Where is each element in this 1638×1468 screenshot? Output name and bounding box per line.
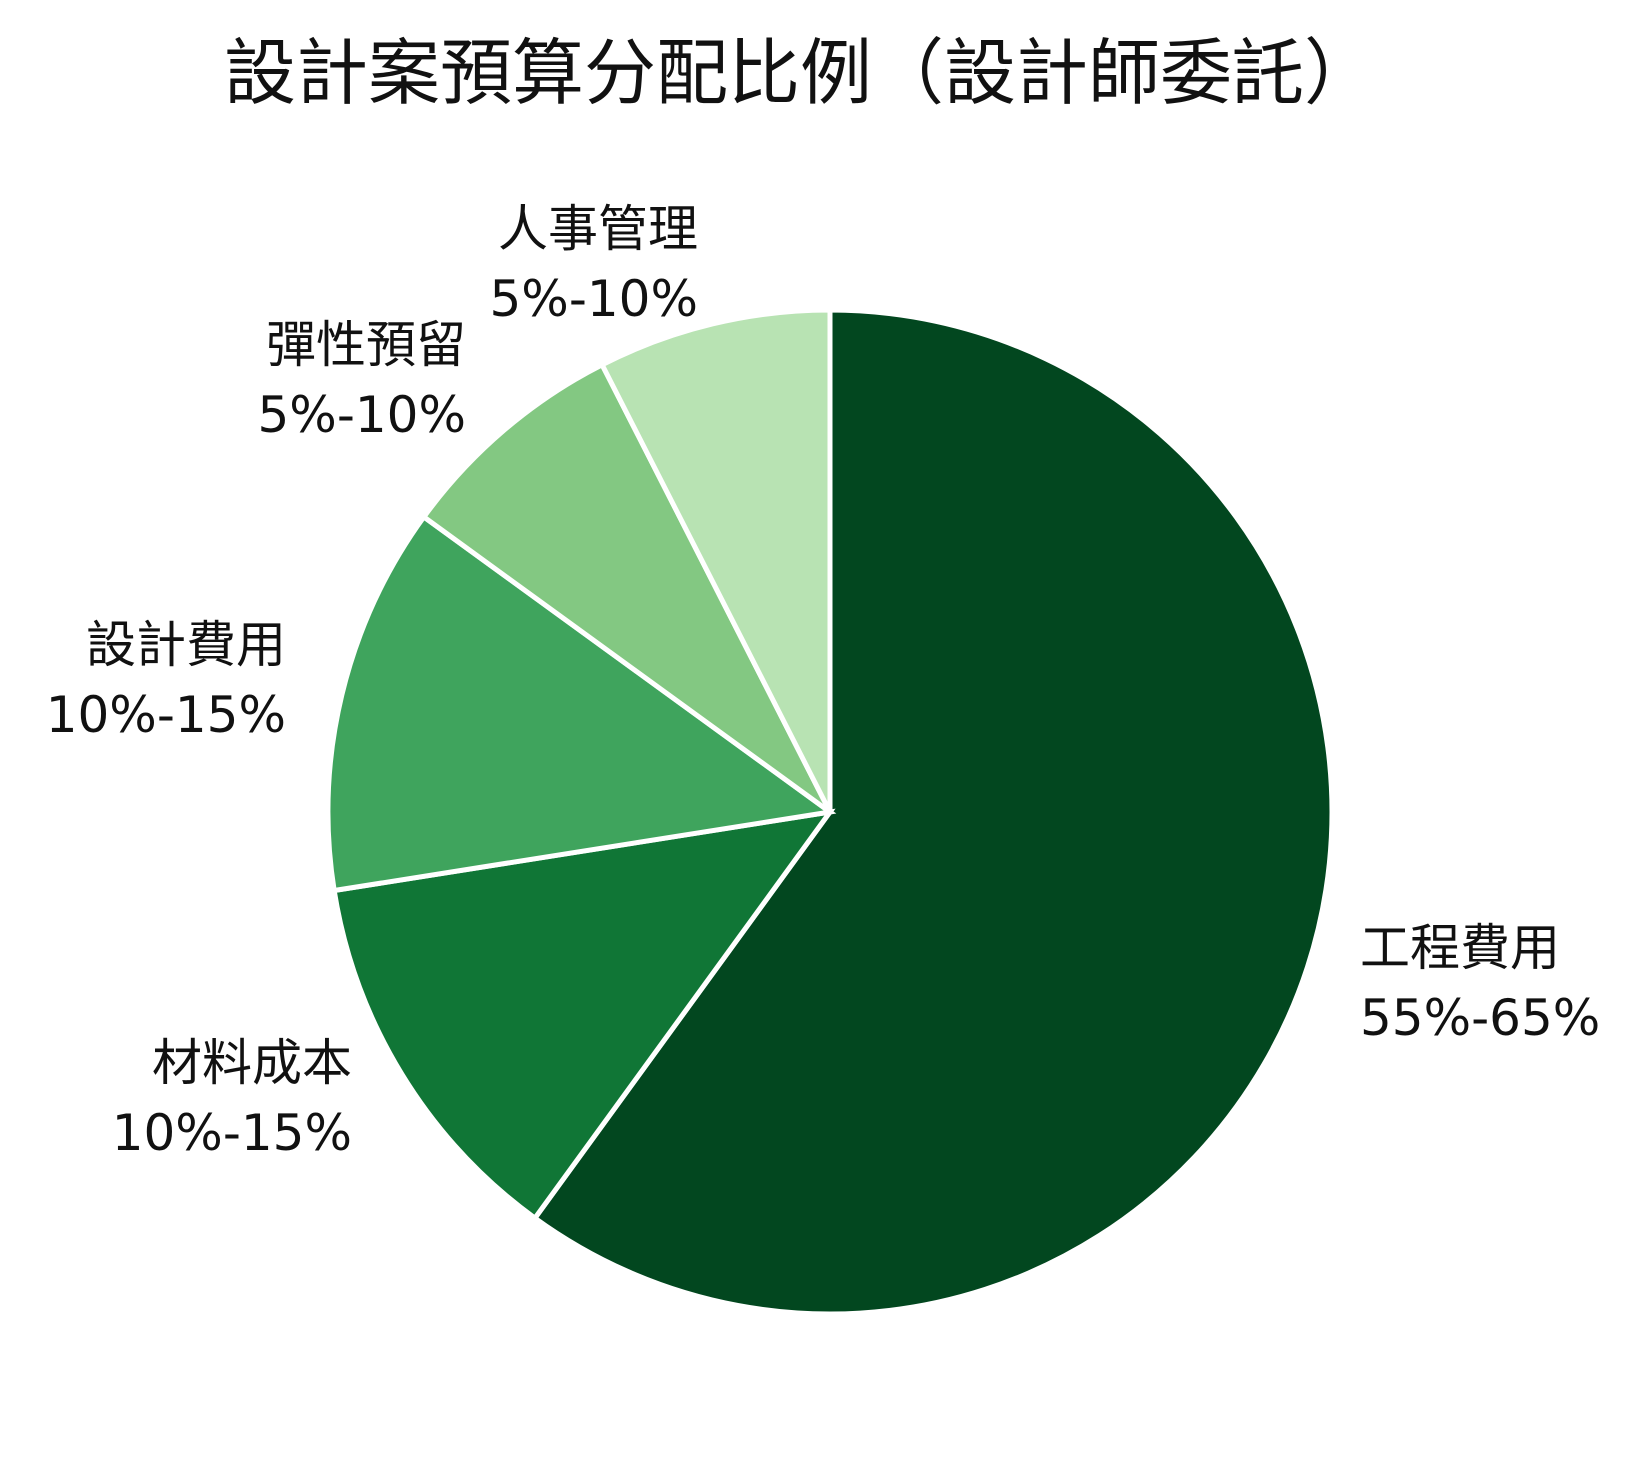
chart-title: 設計案預算分配比例（設計師委託）	[224, 31, 1376, 115]
pie-slice-5	[598, 307, 833, 814]
pie-slice-4	[420, 361, 833, 815]
slice-label-range: 10%-15%	[112, 1104, 352, 1162]
slice-label-range: 5%-10%	[490, 270, 699, 328]
pie-slice-2	[331, 808, 836, 1222]
slice-label-name: 工程費用	[1360, 919, 1560, 977]
pie-labels: 工程費用 55%-65% 材料成本 10%-15% 設計費用 10%-15% 彈性預留 5%-…	[46, 200, 1601, 1162]
slice-label-name: 彈性預留	[266, 316, 466, 374]
slice-label-name: 設計費用	[86, 616, 286, 674]
pie-slice-1	[531, 307, 1335, 1317]
pie-slices	[325, 307, 1335, 1317]
pie-slice-3	[325, 513, 837, 894]
slice-label-range: 10%-15%	[46, 686, 286, 744]
slice-label-name: 人事管理	[498, 200, 698, 258]
slice-label-name: 材料成本	[152, 1034, 352, 1092]
slice-label-range: 55%-65%	[1360, 989, 1600, 1047]
slice-label-range: 5%-10%	[258, 386, 467, 444]
